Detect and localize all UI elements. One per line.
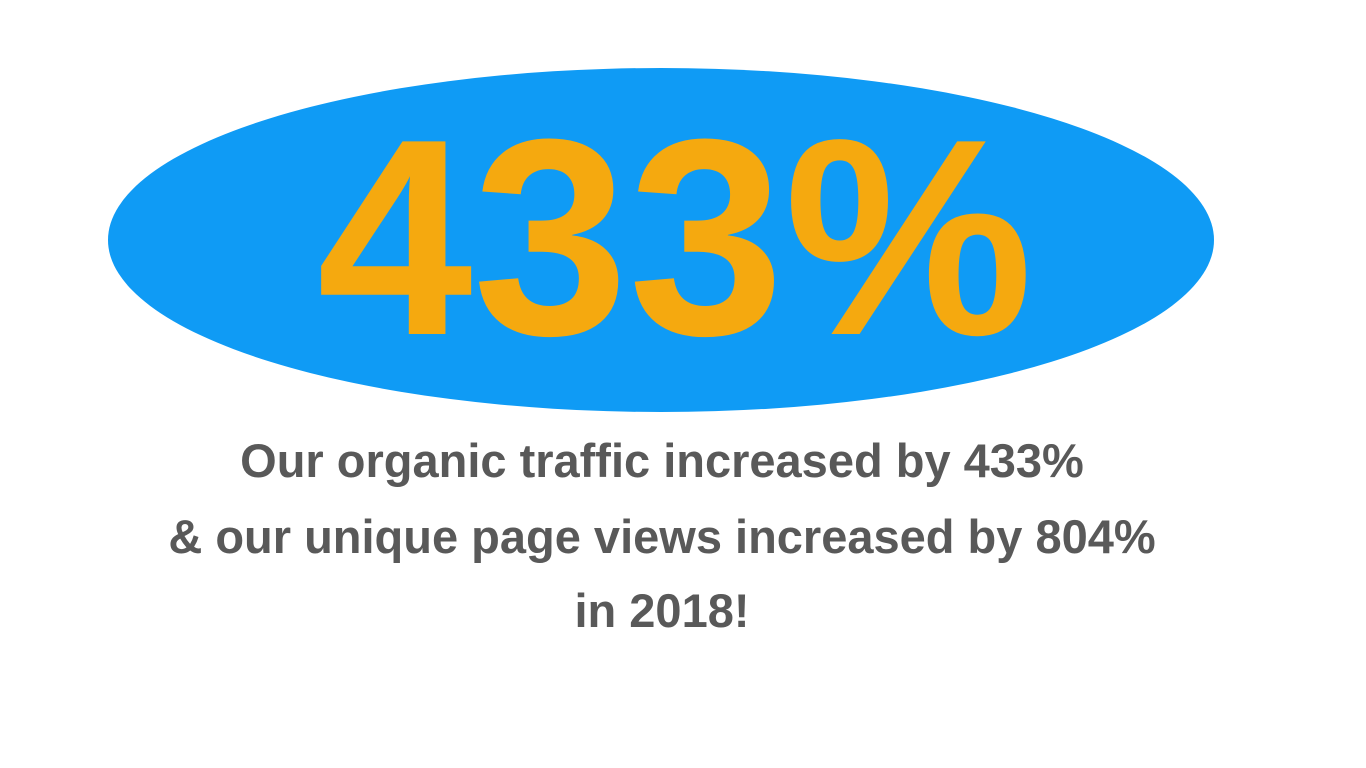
caption-line: & our unique page views increased by 804… (168, 510, 1155, 563)
caption-line: Our organic traffic increased by 433% (240, 434, 1084, 487)
headline: 433% (317, 82, 1033, 394)
caption-line: in 2018! (574, 584, 749, 637)
highlight-ellipse (108, 68, 1214, 412)
